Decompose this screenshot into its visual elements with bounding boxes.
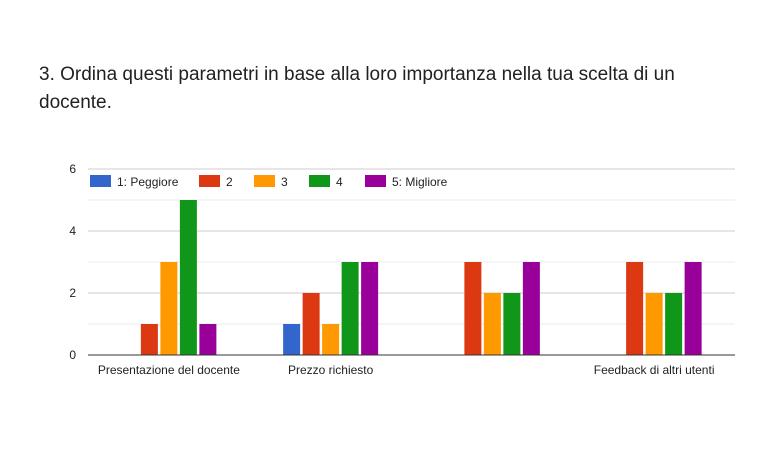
bar[interactable] xyxy=(199,324,217,355)
legend-label: 4 xyxy=(336,175,343,189)
legend-item[interactable]: 1: Peggiore xyxy=(90,175,179,189)
legend-label: 2 xyxy=(226,175,233,189)
bar[interactable] xyxy=(160,262,178,355)
x-tick-label: Feedback di altri utenti xyxy=(594,363,715,377)
bar[interactable] xyxy=(626,262,644,355)
legend-item[interactable]: 5: Migliore xyxy=(365,175,448,189)
bar[interactable] xyxy=(645,293,663,355)
bar[interactable] xyxy=(140,324,158,355)
question-title: 3. Ordina questi parametri in base alla … xyxy=(39,64,675,113)
legend-swatch xyxy=(309,175,330,187)
legend-label: 1: Peggiore xyxy=(117,175,179,189)
bar[interactable] xyxy=(341,262,359,355)
legend-item[interactable]: 4 xyxy=(309,175,343,189)
legend[interactable]: 1: Peggiore 2 3 4 5: Migliore xyxy=(90,175,448,189)
x-tick-label: Presentazione del docente xyxy=(98,363,240,377)
x-tick-label: Prezzo richiesto xyxy=(288,363,374,377)
y-tick-label: 6 xyxy=(69,162,76,176)
y-tick-label: 2 xyxy=(69,286,76,300)
y-axis-ticks: 0 2 4 6 xyxy=(69,162,76,362)
bar[interactable] xyxy=(283,324,301,355)
bar[interactable] xyxy=(665,293,683,355)
y-tick-label: 4 xyxy=(69,224,76,238)
legend-swatch xyxy=(199,175,220,187)
bar[interactable] xyxy=(302,293,320,355)
legend-item[interactable]: 2 xyxy=(199,175,233,189)
bar[interactable] xyxy=(464,262,482,355)
bar[interactable] xyxy=(322,324,340,355)
legend-item[interactable]: 3 xyxy=(254,175,288,189)
legend-swatch xyxy=(254,175,275,187)
x-axis-ticks: Presentazione del docente Prezzo richiest… xyxy=(98,363,715,377)
bar[interactable] xyxy=(361,262,379,355)
bars xyxy=(140,200,702,355)
bar[interactable] xyxy=(483,293,501,355)
legend-label: 5: Migliore xyxy=(392,175,448,189)
bar[interactable] xyxy=(179,200,197,355)
bar[interactable] xyxy=(522,262,540,355)
y-tick-label: 0 xyxy=(69,348,76,362)
bar[interactable] xyxy=(503,293,521,355)
legend-label: 3 xyxy=(281,175,288,189)
legend-swatch xyxy=(365,175,386,187)
legend-swatch xyxy=(90,175,111,187)
bar[interactable] xyxy=(684,262,702,355)
